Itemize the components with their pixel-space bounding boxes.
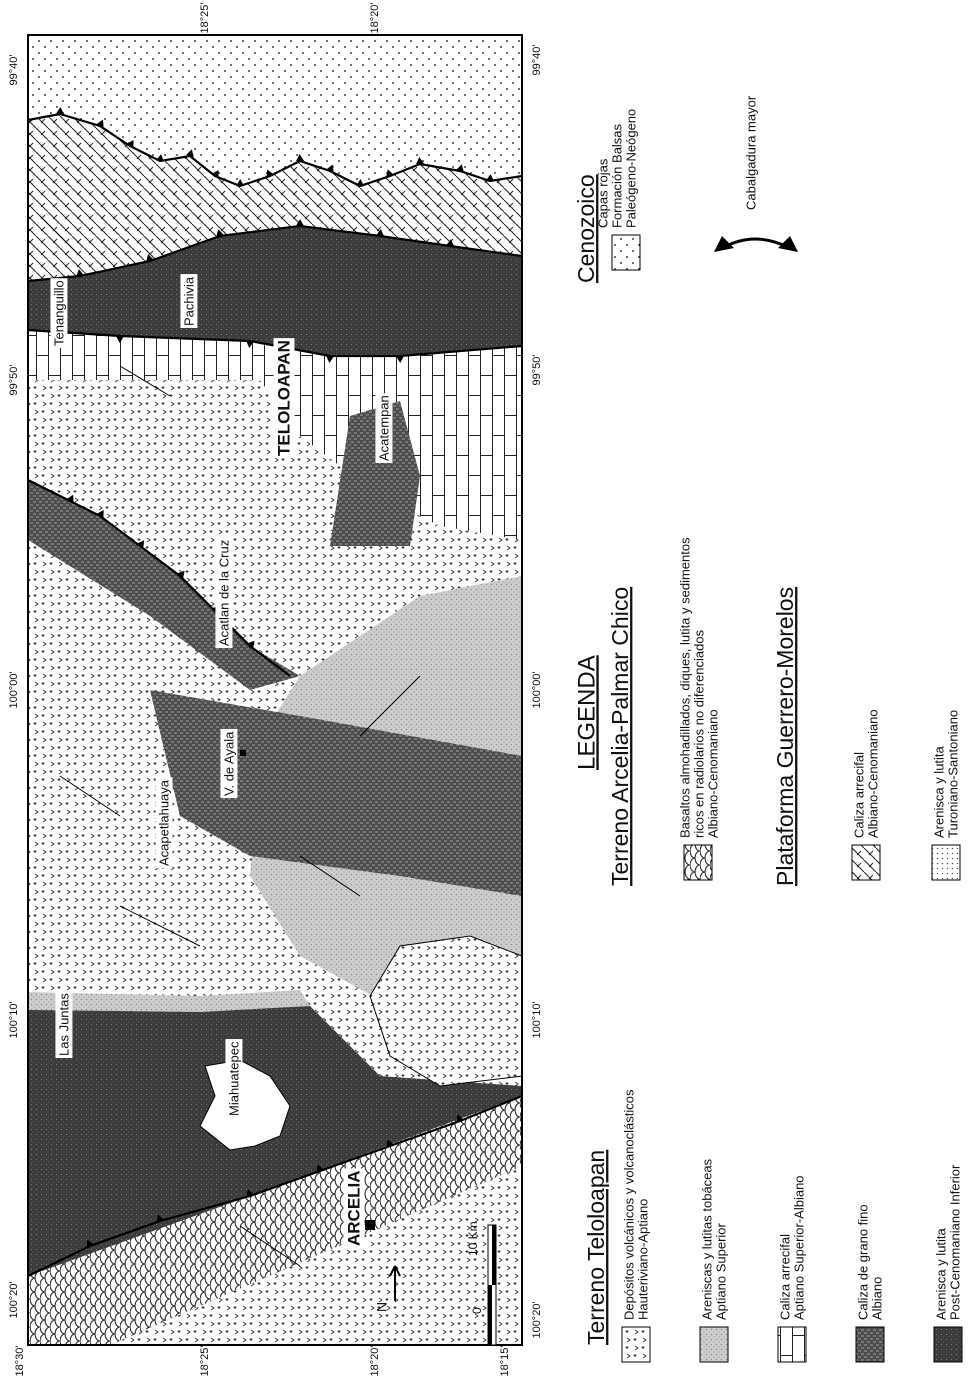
place-label-box	[155, 777, 173, 868]
legend-item-text: Arenisca y lutita	[931, 745, 946, 838]
place-label-box	[225, 1039, 243, 1118]
labels: 99°40' 99°50' 100°00' 100°10' 100°20' 99°40' 9…	[8, 3, 963, 1376]
place-label-box	[180, 274, 198, 328]
longitude-label: 100°10'	[8, 1001, 20, 1038]
legend-swatch	[611, 234, 641, 271]
legend-item-text: Post-Cenomaniano Inferior	[947, 1164, 962, 1320]
legend-item-text: Arenisca y lutita	[933, 1227, 948, 1320]
place-name: V. de Ayala	[221, 731, 236, 796]
thrust-arcelia	[27, 1094, 523, 1277]
longitude-label: 100°10'	[531, 1001, 543, 1038]
unit-fino-b	[330, 401, 420, 546]
map-units	[28, 35, 523, 1345]
longitude-label: 100°20'	[531, 1301, 543, 1338]
legend-item-text: Aptiano Superior-Albiano	[791, 1175, 806, 1320]
legend-swatch	[699, 1326, 729, 1363]
town-marker	[240, 750, 246, 756]
longitude-label: 100°20'	[8, 1281, 20, 1318]
legend-group-title: Terreno Arcelia-Palmar Chico	[607, 587, 633, 886]
place-label-box	[220, 728, 238, 798]
legend-swatch	[931, 844, 961, 881]
place-name: TELOLOAPAN	[274, 340, 293, 456]
place-label-box	[343, 1168, 365, 1248]
place-label-box	[215, 537, 233, 648]
scale-zero: 0	[470, 1307, 484, 1314]
legend-group-title: Plataforma Guerrero-Morelos	[772, 587, 798, 886]
legend-item-text: Caliza de grano fino	[855, 1204, 870, 1320]
legend-item-text: Turoniano-Santoniano	[945, 710, 960, 838]
scale-bar-fill	[488, 1285, 492, 1345]
place-label-box	[273, 338, 295, 458]
legend-swatch	[621, 1326, 651, 1363]
latitude-label: 18°20'	[369, 3, 381, 34]
unit-volcanic-patch	[369, 935, 523, 1087]
thrust-acatlan	[27, 479, 291, 677]
map-symbols	[240, 430, 497, 1346]
legend-swatch	[933, 1326, 963, 1363]
thrust-band-east	[27, 219, 523, 283]
longitude-label: 100°00'	[8, 671, 20, 708]
legend-swatch	[855, 1326, 885, 1363]
unit-tobaceous-strip	[28, 990, 310, 1012]
legend-item-text: ricos en radiolarios no diferenciados	[691, 629, 706, 838]
place-name: Tenanguillo	[51, 280, 66, 346]
map-frame	[27, 34, 523, 1346]
place-label-box	[375, 393, 393, 463]
place-label-box	[50, 278, 68, 348]
place-name: Acapetlahuaya	[156, 779, 171, 866]
legend-group-title: Terreno Teloloapan	[583, 1150, 609, 1345]
legend-thrust-label: Cabalgadura mayor	[743, 95, 758, 210]
legend-item-text: Caliza arrecifal	[777, 1234, 792, 1320]
place-name: Pachivia	[181, 276, 196, 326]
thrust-symbol-teeth	[714, 236, 798, 252]
place-name: Las Juntas	[56, 993, 71, 1056]
thrust-cenozoic	[27, 107, 523, 188]
north-arrow	[389, 1265, 401, 1301]
legend-item-text: Hauteriviano-Aptiano	[635, 1199, 650, 1320]
place-name: ARCELIA	[344, 1170, 363, 1246]
faults	[39, 215, 421, 1267]
north-label: N	[374, 1302, 390, 1312]
legend-item-text: Albiano-Cenomaniano	[705, 709, 720, 838]
longitude-label: 99°40'	[8, 55, 20, 86]
longitude-label: 99°50'	[531, 355, 543, 386]
latitude-label: 18°30'	[14, 1346, 26, 1376]
place-name: Acatlan de la Cruz	[216, 540, 231, 646]
legend-item-text: Albiano	[869, 1277, 884, 1320]
town-marker	[365, 1220, 375, 1230]
latitude-label: 18°25'	[199, 3, 211, 34]
legend-title: LEGENDA	[573, 655, 600, 770]
latitude-label: 18°15'	[499, 1346, 511, 1376]
rotated-sheet: 99°40' 99°50' 100°00' 100°10' 100°20' 99°40' 9…	[8, 3, 963, 1376]
legend-item-text: Caliza arrecifal	[851, 752, 866, 838]
longitude-label: 100°00'	[531, 671, 543, 708]
legend-item-text: Formación Balsas	[609, 123, 624, 228]
longitude-label: 99°50'	[8, 365, 20, 396]
legend-swatch	[683, 844, 713, 881]
unit-fino-c	[150, 690, 522, 896]
legend-item-text: Areniscas y lutitas tobáceas	[699, 1158, 714, 1320]
legend-item-text: Depósitos volcánicos y volcanoclásticos	[621, 1089, 636, 1320]
latitude-label: 18°25'	[199, 1346, 211, 1376]
legend-swatch	[777, 1326, 807, 1363]
scale-bar-fill	[492, 1225, 496, 1285]
legend-group-title: Cenozoico	[573, 174, 599, 283]
place-name: Miahuatepec	[226, 1041, 241, 1116]
legend-symbols	[714, 236, 798, 252]
legend-swatch	[851, 844, 881, 881]
latitude-label: 18°20'	[369, 1346, 381, 1376]
legend-item-text: Capas rojas	[595, 158, 610, 228]
legend-item-text: Aptiano Superior	[713, 1222, 728, 1320]
legend-item-text: Albiano-Cenomaniano	[865, 709, 880, 838]
legend-item-text: Basaltos almohadillados, diques, lutita …	[677, 537, 692, 838]
place-name: Acatempan	[376, 395, 391, 461]
scale-label: 10 Km	[466, 1221, 480, 1256]
legend-item-text: Paleógeno-Neógeno	[623, 109, 638, 228]
longitude-label: 99°40'	[531, 45, 543, 76]
place-label-box	[55, 990, 73, 1058]
